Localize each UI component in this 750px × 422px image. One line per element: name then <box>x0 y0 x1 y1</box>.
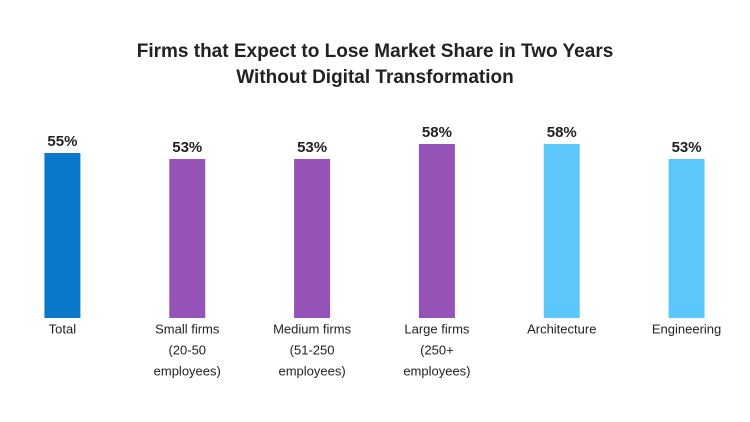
chart-title: Without Digital Transformation <box>236 67 513 88</box>
bar <box>169 159 206 318</box>
x-tick-label: Engineering <box>652 321 721 336</box>
x-tick-label: employees) <box>278 363 345 378</box>
value-label: 53% <box>172 139 202 156</box>
bar <box>44 153 81 318</box>
bar <box>294 159 331 318</box>
x-tick-label: (250+ <box>420 342 454 357</box>
x-tick-label: Total <box>49 321 77 336</box>
x-tick-label: Large firms <box>404 321 470 336</box>
x-tick-label: Architecture <box>527 321 596 336</box>
x-tick-label: Medium firms <box>273 321 352 336</box>
x-tick-label: employees) <box>154 363 221 378</box>
value-label: 58% <box>422 124 452 141</box>
x-tick-label: employees) <box>403 363 470 378</box>
value-label: 55% <box>47 133 77 150</box>
bar <box>418 144 455 318</box>
x-tick-label: (20-50 <box>168 342 206 357</box>
x-tick-label: Small firms <box>155 321 220 336</box>
bar <box>668 159 705 318</box>
bar <box>543 144 580 318</box>
value-label: 53% <box>297 139 327 156</box>
value-label: 58% <box>547 124 577 141</box>
chart-title: Firms that Expect to Lose Market Share i… <box>137 41 614 62</box>
x-tick-label: (51-250 <box>290 342 335 357</box>
value-label: 53% <box>672 139 702 156</box>
